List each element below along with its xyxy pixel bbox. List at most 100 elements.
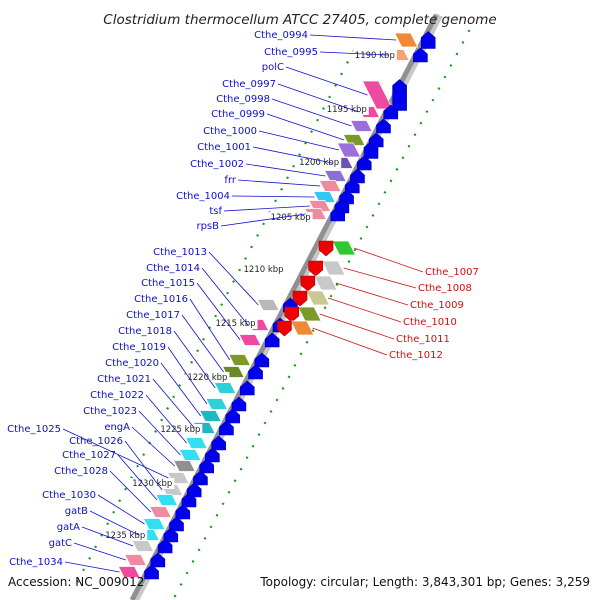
gene-label-Cthe_1030: Cthe_1030 (42, 490, 96, 501)
leader-Cthe_1016 (189, 298, 231, 361)
cds-arrow-Cthe_1034 (144, 564, 159, 580)
leader-Cthe_1021 (152, 378, 195, 429)
gene-block-Cthe_1002 (323, 170, 347, 182)
leader-Cthe_0994 (309, 34, 397, 41)
gene-block-Cthe_1028 (149, 506, 172, 518)
kbp-label-4: 1210 kbp (244, 265, 284, 275)
leader-engA (131, 426, 175, 467)
cds-arrow-Cthe_1016 (254, 352, 270, 368)
gene-label-Cthe_1023: Cthe_1023 (83, 406, 137, 417)
gene-block-Cthe_1030 (142, 518, 166, 530)
kbp-bg-5 (213, 318, 258, 329)
kbp-bg-2 (297, 157, 342, 168)
leader-Cthe_1013 (208, 251, 259, 306)
leader-gatA (81, 526, 134, 547)
gene-label-Cthe_1028: Cthe_1028 (54, 466, 108, 477)
leader-Cthe_1015 (196, 282, 241, 341)
gene-block-Cthe_1011 (297, 306, 322, 322)
gene-label-engA: engA (104, 422, 130, 433)
leader-Cthe_1026 (124, 440, 163, 491)
leader-Cthe_1004 (231, 195, 315, 198)
gene-block-Cthe_1015 (238, 334, 262, 346)
gene-block-Cthe_1034 (117, 566, 141, 578)
gene-block-Cthe_0994 (394, 32, 419, 48)
gene-block-engA (173, 460, 196, 472)
cds-arrow-polC (392, 79, 407, 111)
gene-label-Cthe_1022: Cthe_1022 (90, 390, 144, 401)
kbp-label-5: 1215 kbp (215, 319, 255, 329)
cds-arrow-Cthe_1022 (211, 435, 226, 451)
cds-arrow-engA (199, 458, 214, 474)
cds-arrow-Cthe_1008 (308, 260, 323, 277)
cds-arrow-Cthe_1026 (186, 482, 202, 498)
leader-Cthe_1012 (312, 327, 388, 356)
leader-gatC (73, 542, 126, 561)
gene-block-Cthe_1007 (331, 240, 357, 256)
gene-block-Cthe_1027 (155, 494, 179, 506)
gene-label-Cthe_1014: Cthe_1014 (146, 263, 200, 274)
gene-label-Cthe_1026: Cthe_1026 (69, 436, 123, 447)
leader-Cthe_0999 (266, 113, 345, 141)
leader-Cthe_1025 (62, 428, 169, 479)
leader-rpsB (220, 213, 306, 227)
leader-Cthe_1002 (245, 163, 326, 177)
kbp-label-0: 1190 kbp (355, 51, 395, 61)
kbp-bg-7 (158, 424, 203, 435)
leader-Cthe_1023 (138, 410, 181, 456)
gene-label-Cthe_1008: Cthe_1008 (418, 283, 472, 294)
leader-Cthe_1000 (258, 130, 340, 151)
gene-block-polC (361, 80, 394, 110)
cds-arrow-Cthe_1023 (205, 447, 220, 463)
cds-arrow-Cthe_1027 (181, 492, 197, 508)
gene-block-gatA (131, 540, 155, 552)
gene-label-Cthe_0997: Cthe_0997 (222, 79, 276, 90)
kbp-bg-3 (268, 212, 313, 223)
cds-arrow-gatB (163, 527, 179, 543)
cds-arrow-gatA (157, 538, 173, 554)
kbp-label-3: 1205 kbp (271, 213, 311, 223)
leader-Cthe_0997 (277, 83, 359, 113)
gene-block-Cthe_1009 (313, 275, 338, 291)
gene-label-Cthe_1011: Cthe_1011 (396, 334, 450, 345)
leader-Cthe_1011 (319, 313, 395, 340)
cds-arrow-Cthe_1010 (292, 290, 308, 307)
kbp-label-9: 1235 kbp (105, 531, 145, 541)
leader-polC (285, 66, 368, 96)
gene-label-gatB: gatB (65, 506, 88, 517)
cds-arrow-Cthe_1021 (219, 420, 234, 436)
kbp-bg-4 (241, 264, 286, 275)
gene-label-Cthe_1001: Cthe_1001 (197, 142, 251, 153)
cds-arrow-Cthe_0995 (413, 47, 428, 63)
leader-Cthe_0998 (271, 98, 352, 127)
cds-arrow-Cthe_1019 (231, 396, 247, 412)
gene-label-Cthe_1021: Cthe_1021 (97, 374, 151, 385)
map-title: Clostridium thermocellum ATCC 27405, com… (103, 12, 496, 28)
gene-label-Cthe_1007: Cthe_1007 (425, 267, 479, 278)
kbp-label-6: 1220 kbp (187, 373, 227, 383)
gene-block-Cthe_1008 (321, 260, 346, 276)
gene-features (117, 31, 436, 580)
gene-label-Cthe_1016: Cthe_1016 (134, 294, 188, 305)
cds-arrow-rpsB (330, 206, 346, 222)
cds-arrow-Cthe_1011 (284, 306, 300, 323)
gene-label-gatA: gatA (57, 522, 80, 533)
leader-tsf (223, 205, 310, 212)
gene-label-Cthe_1000: Cthe_1000 (203, 126, 257, 137)
gene-block-Cthe_1020 (199, 410, 222, 422)
gene-label-Cthe_1017: Cthe_1017 (126, 310, 180, 321)
leader-Cthe_1034 (64, 561, 120, 573)
cds-arrow-Cthe_1002 (350, 168, 365, 184)
leader-Cthe_1028 (109, 470, 152, 513)
gene-label-Cthe_1018: Cthe_1018 (118, 326, 172, 337)
cds-arrow-Cthe_1001 (356, 155, 372, 171)
kbp-bg-1 (324, 104, 369, 115)
gc-dots-inner (72, 49, 355, 591)
gene-label-Cthe_0998: Cthe_0998 (216, 94, 270, 105)
cds-arrow-Cthe_0994 (420, 31, 436, 49)
gene-label-Cthe_0994: Cthe_0994 (254, 30, 308, 41)
cds-arrow-Cthe_1009 (300, 275, 316, 292)
gene-label-Cthe_1012: Cthe_1012 (389, 350, 443, 361)
cds-arrow-Cthe_1030 (169, 516, 184, 532)
gene-block-Cthe_1019 (205, 398, 229, 410)
